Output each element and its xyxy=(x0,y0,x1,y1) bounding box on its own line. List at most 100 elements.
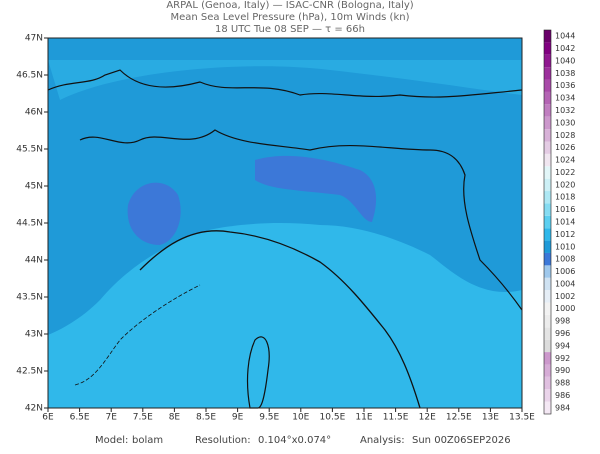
lon-label: 13E xyxy=(482,413,499,423)
colorbar-swatch xyxy=(544,54,551,68)
footer-label: Model: xyxy=(95,435,128,446)
colorbar-swatch xyxy=(544,129,551,142)
colorbar-swatch xyxy=(544,79,551,92)
colorbar-label: 1000 xyxy=(555,304,575,313)
lat-label: 44N xyxy=(25,256,43,266)
colorbar-label: 1036 xyxy=(555,81,575,90)
colorbar-swatch xyxy=(544,141,551,154)
lat-label: 47N xyxy=(25,34,43,44)
colorbar-label: 998 xyxy=(555,317,570,326)
colorbar-swatch xyxy=(544,401,551,414)
colorbar-swatch xyxy=(544,104,551,117)
footer-label: Resolution: xyxy=(195,435,251,446)
colorbar-swatch xyxy=(544,116,551,130)
footer-label: Analysis: xyxy=(360,435,405,446)
colorbar-swatch xyxy=(544,178,551,192)
lon-label: 8.5E xyxy=(196,413,216,423)
colorbar-swatch xyxy=(544,339,551,353)
header-line: 18 UTC Tue 08 SEP — τ = 66h xyxy=(215,24,365,35)
lat-label: 44.5N xyxy=(16,219,43,229)
colorbar-swatch xyxy=(544,277,551,291)
lat-label: 42.5N xyxy=(16,367,43,377)
colorbar-swatch xyxy=(544,364,551,377)
lat-label: 46.5N xyxy=(16,71,43,81)
colorbar-swatch xyxy=(544,327,551,340)
colorbar-swatch xyxy=(544,203,551,216)
colorbar-label: 988 xyxy=(555,379,570,388)
lon-label: 7E xyxy=(105,413,117,423)
colorbar-swatch xyxy=(544,30,551,43)
colorbar-label: 1012 xyxy=(555,230,575,239)
map-field xyxy=(47,38,523,409)
lon-label: 10.5E xyxy=(320,413,346,423)
lon-label: 8E xyxy=(169,413,181,423)
colorbar-label: 1038 xyxy=(555,69,575,78)
colorbar-label: 1032 xyxy=(555,106,575,115)
colorbar-label: 1030 xyxy=(555,118,575,127)
colorbar-label: 990 xyxy=(555,366,570,375)
colorbar-label: 1026 xyxy=(555,143,575,152)
colorbar-swatch xyxy=(544,290,551,303)
lat-label: 42N xyxy=(25,404,43,414)
colorbar-swatch xyxy=(544,91,551,105)
colorbar-label: 1016 xyxy=(555,205,575,214)
colorbar-label: 1008 xyxy=(555,255,575,264)
lat-label: 45N xyxy=(25,182,43,192)
colorbar-swatch xyxy=(544,166,551,179)
lon-label: 13.5E xyxy=(509,413,535,423)
lon-label: 9E xyxy=(232,413,244,423)
lon-label: 10E xyxy=(292,413,309,423)
footer-value: bolam xyxy=(132,435,163,446)
colorbar-label: 1022 xyxy=(555,168,575,177)
header-line: ARPAL (Genoa, Italy) — ISAC-CNR (Bologna… xyxy=(166,0,413,11)
colorbar-label: 996 xyxy=(555,329,570,338)
colorbar-label: 1010 xyxy=(555,242,575,251)
colorbar-label: 1042 xyxy=(555,44,575,53)
colorbar-swatch xyxy=(544,67,551,80)
colorbar-frame xyxy=(543,29,552,415)
colorbar-label: 1024 xyxy=(555,156,575,165)
lon-label: 7.5E xyxy=(133,413,153,423)
lon-label: 12E xyxy=(419,413,436,423)
colorbar-label: 1004 xyxy=(555,279,575,288)
colorbar-label: 1014 xyxy=(555,218,575,227)
lon-label: 6.5E xyxy=(70,413,90,423)
lon-label: 11E xyxy=(355,413,372,423)
colorbar-label: 984 xyxy=(555,403,570,412)
colorbar-swatch xyxy=(544,252,551,266)
lon-label: 11.5E xyxy=(383,413,409,423)
lat-label: 46N xyxy=(25,108,43,118)
header-line: Mean Sea Level Pressure (hPa), 10m Winds… xyxy=(171,12,410,23)
lon-label: 9.5E xyxy=(259,413,279,423)
colorbar-swatch xyxy=(544,389,551,402)
lat-label: 43N xyxy=(25,330,43,340)
colorbar-swatch xyxy=(544,215,551,229)
footer-value: 0.104°x0.074° xyxy=(258,435,331,446)
colorbar-label: 1028 xyxy=(555,131,575,140)
colorbar-swatch xyxy=(544,302,551,315)
lat-label: 45.5N xyxy=(16,145,43,155)
lon-label: 6E xyxy=(42,413,54,423)
lon-label: 12.5E xyxy=(446,413,472,423)
colorbar-label: 994 xyxy=(555,341,570,350)
colorbar-swatch xyxy=(544,352,551,365)
colorbar-label: 1018 xyxy=(555,193,575,202)
colorbar-swatch xyxy=(544,153,551,167)
colorbar-swatch xyxy=(544,228,551,241)
colorbar-swatch xyxy=(544,191,551,204)
colorbar-label: 986 xyxy=(555,391,570,400)
colorbar-swatch xyxy=(544,265,551,278)
colorbar-swatch xyxy=(544,240,551,253)
colorbar-label: 1034 xyxy=(555,94,575,103)
colorbar-label: 1020 xyxy=(555,180,575,189)
colorbar-label: 1002 xyxy=(555,292,575,301)
colorbar-label: 1040 xyxy=(555,56,575,65)
colorbar-swatch xyxy=(544,314,551,328)
colorbar-swatch xyxy=(544,376,551,390)
colorbar-label: 992 xyxy=(555,354,570,363)
colorbar-label: 1006 xyxy=(555,267,575,276)
colorbar-label: 1044 xyxy=(555,32,575,41)
lat-label: 43.5N xyxy=(16,293,43,303)
footer-value: Sun 00Z06SEP2026 xyxy=(412,435,511,446)
